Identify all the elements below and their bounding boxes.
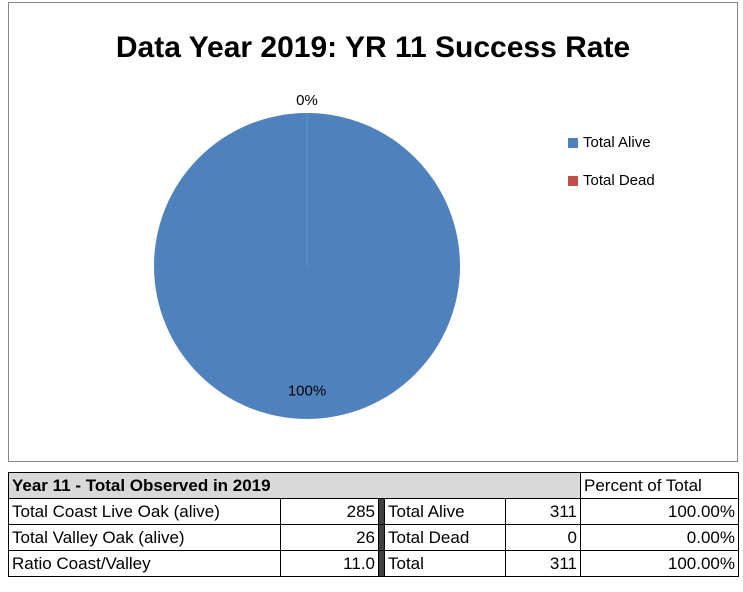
chart-title: Data Year 2019: YR 11 Success Rate: [116, 31, 630, 64]
cell: 11.0: [280, 550, 379, 577]
row: Total Valley Oak (alive) 26 Total Dead 0…: [8, 524, 739, 551]
cell: Total Coast Live Oak (alive): [8, 498, 281, 525]
header-row: Year 11 - Total Observed in 2019 Percent…: [8, 472, 739, 499]
cell: 100.00%: [580, 498, 739, 525]
summary-table: Year 11 - Total Observed in 2019 Percent…: [8, 472, 739, 577]
row: Total Coast Live Oak (alive) 285 Total A…: [8, 498, 739, 525]
data-label: 100%: [288, 382, 326, 399]
cell: 26: [280, 524, 379, 551]
cell: Total Valley Oak (alive): [8, 524, 281, 551]
legend-label: Total Alive: [583, 134, 651, 151]
cell: 0: [505, 524, 581, 551]
legend-swatch: [568, 176, 578, 186]
cell: 311: [505, 550, 581, 577]
cell: Total Alive: [384, 498, 506, 525]
header-cell: Year 11 - Total Observed in 2019: [8, 472, 581, 499]
cell: Ratio Coast/Valley: [8, 550, 281, 577]
cell: Total: [384, 550, 506, 577]
chart: Data Year 2019: YR 11 Success Rate 100% 0…: [8, 2, 738, 462]
cell: 100.00%: [580, 550, 739, 577]
legend-swatch: [568, 138, 578, 148]
cell: 285: [280, 498, 379, 525]
cell: 311: [505, 498, 581, 525]
header-cell: Percent of Total: [580, 472, 739, 499]
legend-label: Total Dead: [583, 172, 655, 189]
cell: Total Dead: [384, 524, 506, 551]
data-label: 0%: [296, 92, 318, 109]
cell: 0.00%: [580, 524, 739, 551]
row: Ratio Coast/Valley 11.0 Total 311 100.00…: [8, 550, 739, 577]
